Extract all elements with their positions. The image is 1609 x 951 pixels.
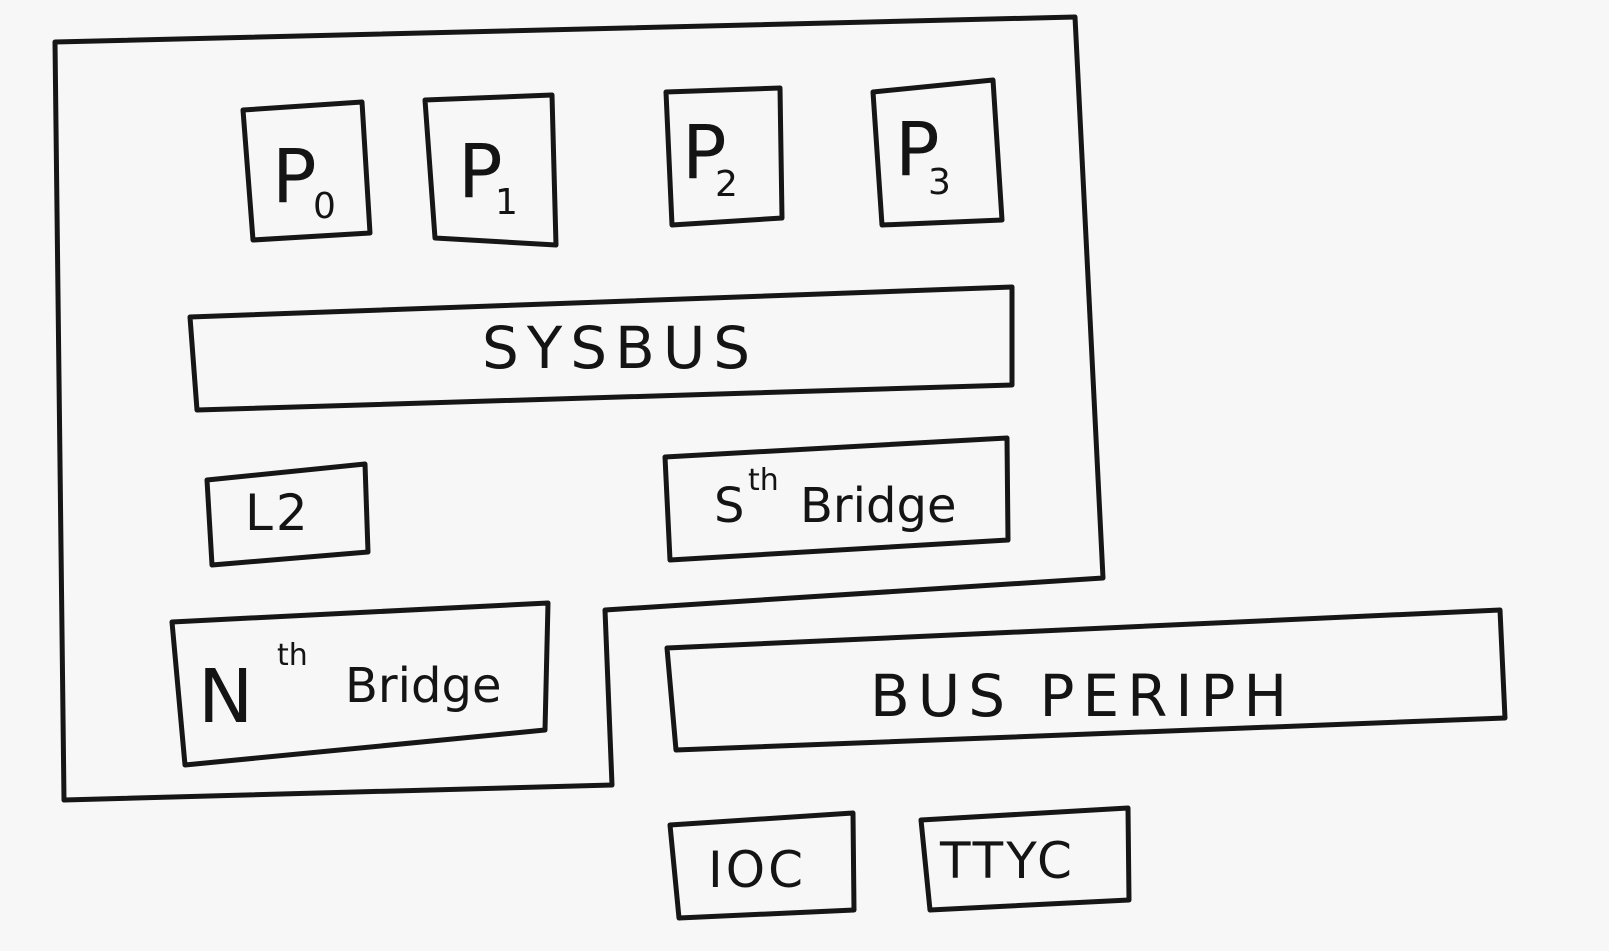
ttyc-label: TTYC [939, 832, 1075, 890]
south-bridge: S th Bridge [662, 435, 1011, 563]
processor-p1-index: 1 [495, 182, 518, 223]
ioc-label: IOC [708, 841, 806, 899]
processor-p2-letter: P [682, 110, 731, 196]
north-bridge-sup: th [277, 638, 308, 673]
bus-periph-label: BUS PERIPH [870, 662, 1295, 730]
bus-periph: BUS PERIPH [664, 607, 1508, 753]
north-bridge-suffix: Bridge [345, 658, 501, 714]
processor-p1-letter: P [458, 129, 507, 215]
ioc-controller: IOC [667, 810, 857, 921]
ttyc-controller: TTYC [918, 805, 1132, 913]
processor-p3-letter: P [895, 107, 944, 193]
processor-p1: P 1 [422, 92, 559, 248]
south-bridge-prefix: S [714, 478, 744, 534]
sysbus: SYSBUS [187, 284, 1015, 413]
processor-p0-index: 0 [313, 186, 336, 227]
processor-p2: P 2 [663, 85, 785, 228]
system-boundary [52, 14, 1106, 803]
sysbus-label: SYSBUS [482, 314, 758, 382]
l2-cache: L2 [204, 461, 371, 568]
processor-p2-index: 2 [715, 164, 738, 205]
processor-p0-letter: P [272, 134, 321, 220]
north-bridge: N th Bridge [169, 600, 551, 768]
processor-p0: P 0 [240, 99, 373, 243]
l2-label: L2 [245, 484, 311, 542]
north-bridge-prefix: N [198, 654, 257, 740]
processor-p3: P 3 [870, 77, 1005, 228]
south-bridge-sup: th [748, 463, 779, 498]
south-bridge-suffix: Bridge [800, 478, 956, 534]
processor-p3-index: 3 [928, 162, 951, 203]
